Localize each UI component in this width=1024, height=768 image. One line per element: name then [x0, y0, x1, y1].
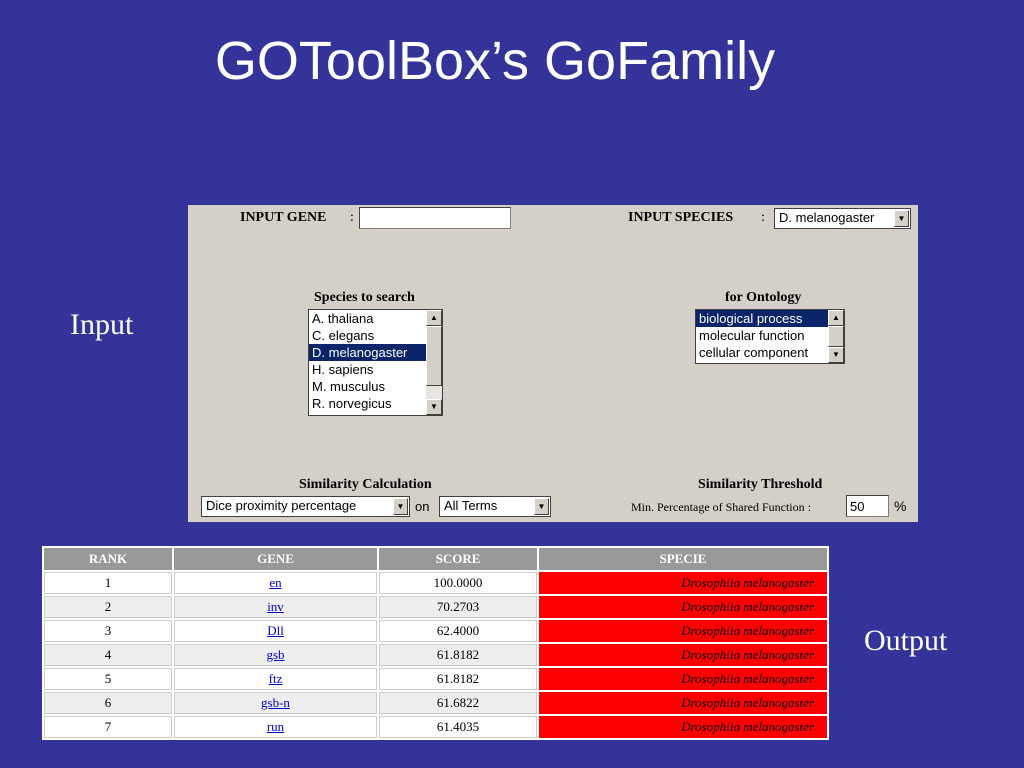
slide-title: GOToolBox’s GoFamily	[214, 31, 776, 91]
table-row: 2 inv 70.2703 Drosophila melanogaster	[44, 596, 827, 618]
scroll-thumb[interactable]	[828, 326, 844, 347]
rank-cell: 4	[44, 644, 172, 666]
terms-select[interactable]: All Terms ▼	[439, 496, 551, 517]
chevron-down-icon[interactable]: ▼	[534, 498, 549, 515]
table-row: 7 run 61.4035 Drosophila melanogaster	[44, 716, 827, 738]
input-gene-label: INPUT GENE	[240, 210, 327, 225]
rank-cell: 6	[44, 692, 172, 714]
scroll-down-icon[interactable]: ▼	[828, 347, 844, 363]
gene-link[interactable]: run	[266, 719, 285, 734]
results-table: RANK GENE SCORE SPECIE 1 en 100.0000 Dro…	[42, 546, 829, 740]
input-form-panel: INPUT GENE : INPUT SPECIES : D. melanoga…	[188, 205, 918, 522]
species-listbox[interactable]: A. thaliana C. elegans D. melanogaster H…	[308, 309, 443, 416]
specie-cell: Drosophila melanogaster	[539, 644, 827, 666]
ontology-option[interactable]: cellular component	[699, 345, 809, 360]
gene-link[interactable]: gsb	[266, 647, 285, 662]
chevron-down-icon[interactable]: ▼	[894, 210, 909, 227]
gene-link[interactable]: ftz	[268, 671, 283, 686]
species-option[interactable]: A. thaliana	[312, 311, 374, 326]
species-option[interactable]: C. elegans	[312, 328, 375, 343]
rank-cell: 1	[44, 572, 172, 594]
gene-cell: en	[174, 572, 377, 594]
gene-cell: Dll	[174, 620, 377, 642]
table-row: 1 en 100.0000 Drosophila melanogaster	[44, 572, 827, 594]
gene-link[interactable]: Dll	[267, 623, 284, 638]
column-header-rank: RANK	[44, 548, 172, 570]
specie-cell: Drosophila melanogaster	[539, 572, 827, 594]
input-label: Input	[70, 308, 134, 341]
species-scrollbar[interactable]: ▲ ▼	[426, 310, 442, 415]
gene-link[interactable]: inv	[267, 599, 284, 614]
ontology-option[interactable]: molecular function	[699, 328, 805, 343]
gene-cell: gsb-n	[174, 692, 377, 714]
table-row: 4 gsb 61.8182 Drosophila melanogaster	[44, 644, 827, 666]
ontology-listbox[interactable]: biological process molecular function ce…	[695, 309, 845, 364]
gene-cell: ftz	[174, 668, 377, 690]
similarity-threshold-label: Similarity Threshold	[698, 477, 823, 492]
input-species-select[interactable]: D. melanogaster ▼	[774, 208, 911, 229]
rank-cell: 5	[44, 668, 172, 690]
input-species-label: INPUT SPECIES	[628, 210, 734, 225]
ontology-scrollbar[interactable]: ▲ ▼	[828, 310, 844, 363]
output-label: Output	[864, 624, 948, 657]
score-cell: 100.0000	[379, 572, 537, 594]
similarity-method-value: Dice proximity percentage	[206, 498, 357, 513]
table-row: 3 Dll 62.4000 Drosophila melanogaster	[44, 620, 827, 642]
gene-link[interactable]: gsb-n	[261, 695, 290, 710]
score-cell: 61.8182	[379, 668, 537, 690]
gene-cell: inv	[174, 596, 377, 618]
species-option[interactable]: H. sapiens	[312, 362, 374, 377]
specie-cell: Drosophila melanogaster	[539, 692, 827, 714]
scroll-thumb[interactable]	[426, 326, 442, 386]
table-row: 5 ftz 61.8182 Drosophila melanogaster	[44, 668, 827, 690]
rank-cell: 3	[44, 620, 172, 642]
score-cell: 61.4035	[379, 716, 537, 738]
column-header-specie: SPECIE	[539, 548, 827, 570]
score-cell: 61.8182	[379, 644, 537, 666]
results-header-row: RANK GENE SCORE SPECIE	[44, 548, 827, 570]
specie-cell: Drosophila melanogaster	[539, 620, 827, 642]
column-header-gene: GENE	[174, 548, 377, 570]
specie-cell: Drosophila melanogaster	[539, 716, 827, 738]
ontology-option[interactable]: biological process	[696, 310, 844, 327]
specie-cell: Drosophila melanogaster	[539, 668, 827, 690]
specie-cell: Drosophila melanogaster	[539, 596, 827, 618]
input-species-value: D. melanogaster	[779, 210, 875, 225]
input-species-colon: :	[761, 210, 765, 225]
species-option[interactable]: D. melanogaster	[309, 344, 442, 361]
on-label: on	[415, 499, 430, 514]
score-cell: 61.6822	[379, 692, 537, 714]
similarity-method-select[interactable]: Dice proximity percentage ▼	[201, 496, 410, 517]
species-option[interactable]: R. norvegicus	[312, 396, 392, 411]
rank-cell: 2	[44, 596, 172, 618]
min-percentage-label: Min. Percentage of Shared Function :	[631, 500, 811, 514]
species-option[interactable]: M. musculus	[312, 379, 385, 394]
rank-cell: 7	[44, 716, 172, 738]
scroll-down-icon[interactable]: ▼	[426, 399, 442, 415]
input-gene-colon: :	[350, 210, 354, 225]
chevron-down-icon[interactable]: ▼	[393, 498, 408, 515]
species-to-search-label: Species to search	[314, 290, 415, 305]
ontology-label: for Ontology	[725, 290, 802, 305]
gene-cell: run	[174, 716, 377, 738]
similarity-calculation-label: Similarity Calculation	[299, 477, 432, 492]
input-gene-field[interactable]	[359, 207, 511, 229]
terms-value: All Terms	[444, 498, 498, 513]
gene-link[interactable]: en	[269, 575, 282, 590]
column-header-score: SCORE	[379, 548, 537, 570]
score-cell: 70.2703	[379, 596, 537, 618]
percent-sign: %	[894, 498, 907, 514]
gene-cell: gsb	[174, 644, 377, 666]
scroll-up-icon[interactable]: ▲	[426, 310, 442, 326]
min-percentage-input[interactable]	[846, 495, 889, 517]
scroll-up-icon[interactable]: ▲	[828, 310, 844, 326]
table-row: 6 gsb-n 61.6822 Drosophila melanogaster	[44, 692, 827, 714]
score-cell: 62.4000	[379, 620, 537, 642]
